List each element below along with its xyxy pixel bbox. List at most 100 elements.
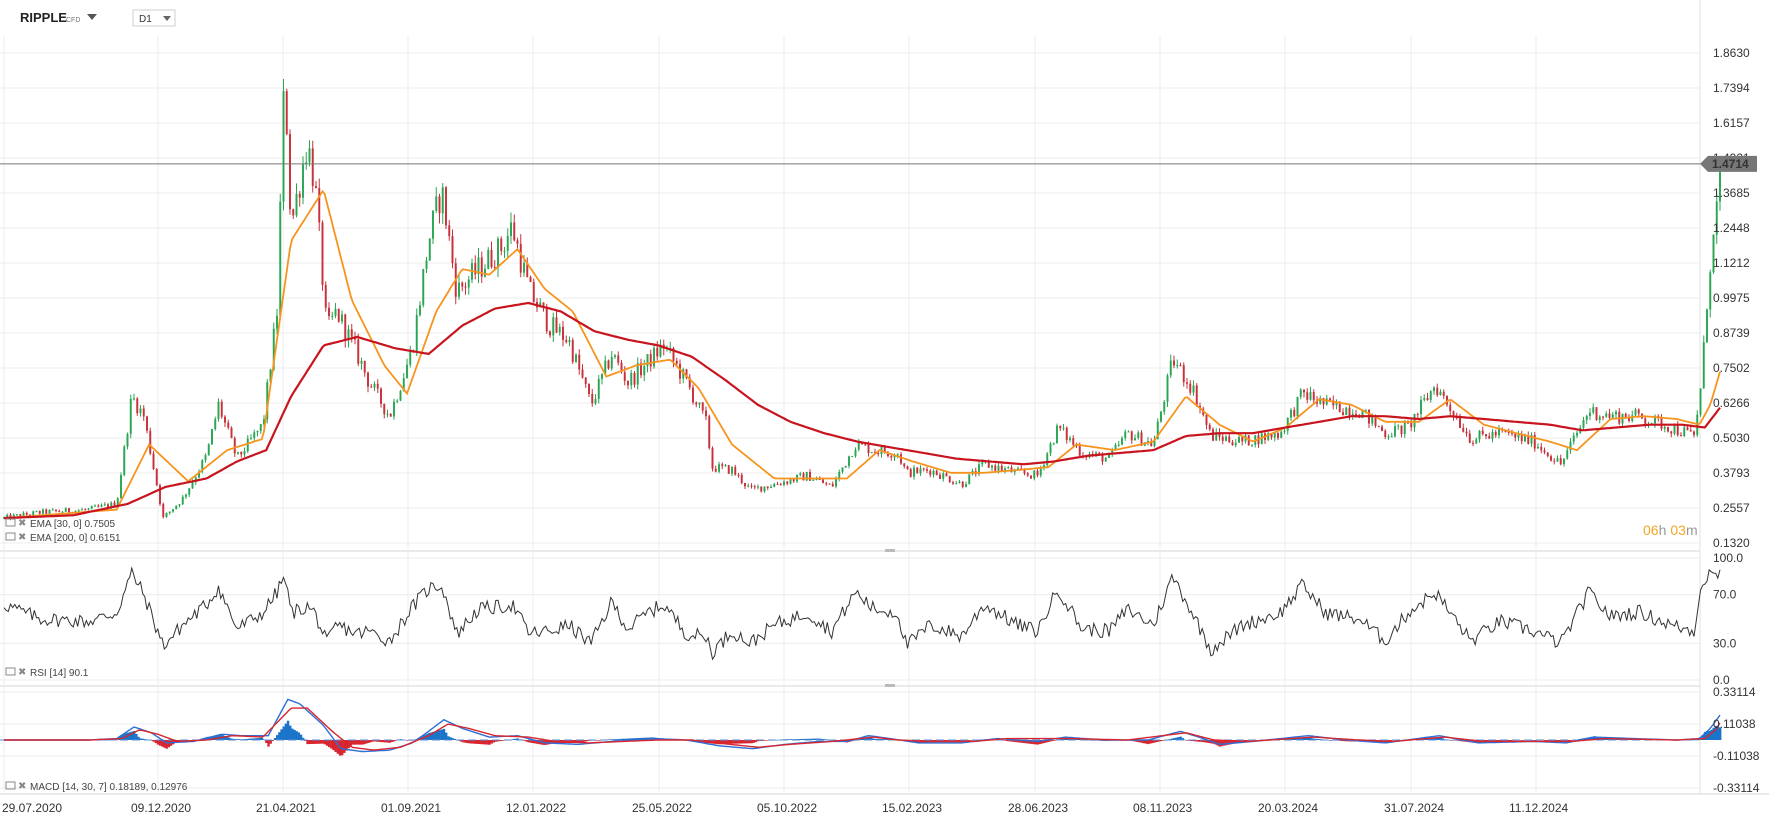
pane-resize-handle-price[interactable] (885, 549, 895, 552)
pane-resize-handle-rsi[interactable] (885, 684, 895, 687)
candle-up (276, 308, 278, 335)
candle-up (1530, 432, 1533, 447)
histogram-bar (512, 739, 515, 740)
legend-ema30[interactable]: ✖ EMA [30, 0] 0.7505 (5, 518, 115, 530)
candle-down (900, 452, 902, 465)
histogram-bar (154, 740, 158, 744)
candle-up (1397, 424, 1400, 430)
histogram-bar (267, 740, 270, 747)
candle-up (259, 424, 262, 434)
price-axis-tick-label: 1.6157 (1713, 116, 1750, 130)
candle-up (870, 451, 873, 454)
histogram-bar (1474, 740, 1477, 743)
candle-up (1163, 399, 1166, 415)
candle-down (760, 486, 763, 493)
histogram-bar (256, 738, 259, 740)
histogram-bar (1435, 737, 1438, 740)
candle-up (1309, 386, 1312, 401)
histogram-bar (349, 740, 353, 746)
histogram-bar (1170, 738, 1174, 740)
histogram-bar (1021, 740, 1024, 743)
candle-down (285, 88, 288, 136)
candle-up (1390, 432, 1393, 438)
candle-up (1699, 388, 1702, 417)
histogram-bar (1313, 738, 1317, 740)
histogram-bar (1307, 737, 1310, 740)
histogram-bar (377, 740, 381, 742)
candle-up (669, 341, 672, 354)
histogram-bar (1153, 740, 1156, 743)
candle-down (370, 383, 373, 388)
legend-rsi[interactable]: ✖ RSI [14] 90.1 (5, 667, 89, 679)
histogram-bar (1047, 740, 1050, 742)
legend-settings-icon[interactable] (5, 781, 16, 790)
histogram-bar (577, 740, 580, 744)
histogram-bar (499, 740, 502, 742)
histogram-bar (1053, 740, 1057, 741)
candle-up (1387, 434, 1390, 440)
current-price-marker: 1.4714 (0, 155, 1757, 172)
candle-up (1715, 194, 1718, 244)
legend-close-icon[interactable]: ✖ (18, 781, 26, 792)
candle-down (58, 509, 61, 513)
legend-settings-icon[interactable] (5, 518, 16, 527)
histogram-bar (1697, 739, 1700, 741)
histogram-bar (1051, 740, 1055, 741)
histogram-bar (549, 740, 552, 745)
histogram-bar (1461, 740, 1464, 742)
legend-settings-icon[interactable] (5, 532, 16, 541)
legend-close-icon[interactable]: ✖ (18, 518, 26, 529)
candle-up (1007, 465, 1010, 469)
histogram-bar (867, 736, 870, 740)
candle-up (1127, 430, 1130, 433)
histogram-bar (809, 738, 812, 740)
histogram-bar (139, 738, 142, 740)
histogram-bar (1201, 740, 1204, 743)
candle-down (922, 467, 925, 472)
candle-up (783, 479, 785, 487)
macd-histogram (3, 720, 1722, 756)
legend-close-icon[interactable]: ✖ (18, 532, 26, 543)
candle-down (513, 214, 516, 242)
candle-down (916, 466, 919, 474)
legend-ema200[interactable]: ✖ EMA [200, 0] 0.6151 (5, 532, 121, 544)
candle-down (1277, 431, 1279, 441)
histogram-bar (360, 740, 363, 745)
legend-settings-icon[interactable] (5, 667, 16, 676)
symbol-dropdown-icon[interactable] (87, 14, 97, 20)
histogram-bar (874, 738, 877, 740)
legend-close-icon[interactable]: ✖ (18, 667, 26, 678)
candle-up (1033, 470, 1036, 481)
legend-macd[interactable]: ✖ MACD [14, 30, 7] 0.18189, 0.12976 (5, 781, 188, 793)
histogram-bar (1225, 740, 1228, 746)
histogram-bar (1004, 740, 1007, 741)
histogram-bar (481, 740, 485, 745)
timeframe-chevron-down-icon[interactable] (163, 16, 171, 21)
candle-down (233, 436, 236, 457)
histogram-bar (406, 740, 409, 741)
countdown-text: 06h 03m (1643, 522, 1698, 538)
candle-up (1147, 436, 1149, 446)
histogram-bar (373, 740, 376, 742)
histogram-bar (1196, 740, 1200, 742)
histogram-bar (871, 738, 875, 740)
histogram-bar (230, 738, 233, 740)
candle-up (1491, 429, 1494, 443)
candle-up (1225, 435, 1227, 442)
candle-up (165, 512, 168, 518)
candle-up (282, 79, 285, 211)
symbol-name[interactable]: RIPPLE (20, 10, 67, 25)
candle-up (360, 357, 363, 370)
histogram-bar (1199, 740, 1202, 742)
histogram-bar (1504, 740, 1507, 742)
candle-down (685, 368, 688, 380)
candle-up (1563, 458, 1565, 467)
histogram-bar (1090, 740, 1094, 741)
timeframe-select[interactable] (132, 9, 176, 27)
candle-down (464, 282, 467, 295)
x-axis-tick-label: 11.12.2024 (1509, 801, 1568, 815)
histogram-bar (449, 737, 452, 740)
candle-down (532, 278, 535, 303)
